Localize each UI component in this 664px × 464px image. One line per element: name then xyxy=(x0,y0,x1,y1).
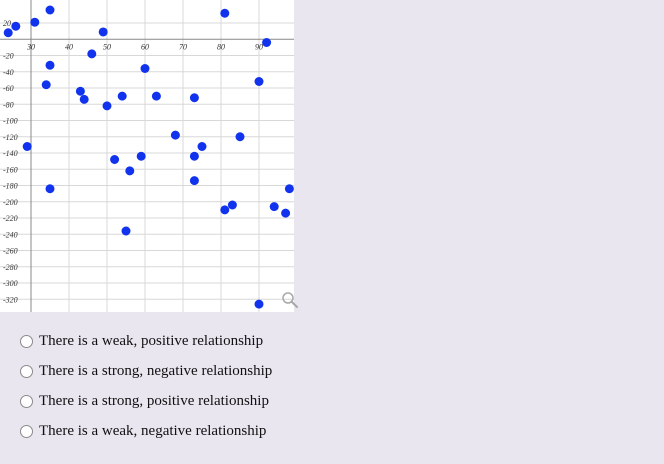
data-point xyxy=(79,94,89,104)
data-point xyxy=(189,93,199,103)
x-tick-labels: 30 40 50 60 70 80 90 xyxy=(26,42,263,51)
data-point xyxy=(30,17,40,27)
data-point xyxy=(45,184,55,194)
data-point xyxy=(11,21,21,31)
data-point xyxy=(87,49,97,59)
data-point xyxy=(75,86,85,96)
y-tick-label: -220 xyxy=(3,214,18,223)
y-tick-label: -200 xyxy=(3,198,18,207)
y-tick-label: -60 xyxy=(3,84,14,93)
data-point xyxy=(189,151,199,161)
data-point xyxy=(22,142,32,151)
y-tick-label: 20 xyxy=(3,19,11,28)
y-tick-label: -120 xyxy=(3,133,18,142)
x-tick-label: 80 xyxy=(217,42,225,51)
data-point xyxy=(189,176,199,186)
y-tick-labels: 20 -20 -40 -60 -80 -100 -120 -140 -160 -180 -200 -2… xyxy=(3,19,18,304)
y-tick-label: -260 xyxy=(3,247,18,256)
radio-button[interactable] xyxy=(20,334,33,348)
option-strong-negative[interactable]: There is a strong, negative relationship xyxy=(20,356,272,386)
y-tick-label: -300 xyxy=(3,279,18,288)
x-tick-label: 60 xyxy=(141,42,149,51)
data-point xyxy=(197,142,207,151)
data-point xyxy=(41,80,51,90)
data-point xyxy=(262,38,272,47)
zoom-icon[interactable] xyxy=(281,291,299,314)
option-label: There is a weak, positive relationship xyxy=(39,332,264,349)
data-point xyxy=(227,200,237,210)
y-tick-label: -40 xyxy=(3,68,14,77)
data-points xyxy=(3,5,294,309)
option-strong-positive[interactable]: There is a strong, positive relationship xyxy=(20,386,272,416)
option-label: There is a weak, negative relationship xyxy=(39,422,267,439)
radio-button[interactable] xyxy=(20,424,33,438)
data-point xyxy=(98,27,108,37)
data-point xyxy=(121,226,131,236)
data-point xyxy=(254,77,264,86)
y-tick-label: -180 xyxy=(3,182,18,191)
radio-button[interactable] xyxy=(20,394,33,408)
y-tick-label: -20 xyxy=(3,52,14,61)
option-weak-negative[interactable]: There is a weak, negative relationship xyxy=(20,416,272,446)
y-tick-label: -240 xyxy=(3,230,18,239)
x-tick-label: 30 xyxy=(26,42,35,51)
x-tick-label: 70 xyxy=(179,42,187,51)
data-point xyxy=(45,60,55,70)
y-tick-label: -320 xyxy=(3,295,18,304)
data-point xyxy=(235,132,245,142)
y-tick-label: -280 xyxy=(3,263,18,272)
data-point xyxy=(220,8,230,18)
data-point xyxy=(117,91,127,101)
data-point xyxy=(140,64,150,73)
data-point xyxy=(281,208,291,218)
option-label: There is a strong, negative relationship xyxy=(39,362,273,379)
x-tick-label: 40 xyxy=(65,42,73,51)
x-tick-label: 50 xyxy=(103,42,111,51)
data-point xyxy=(220,205,230,215)
data-point xyxy=(125,166,135,176)
data-point xyxy=(254,299,264,309)
data-point xyxy=(136,151,146,161)
data-point xyxy=(151,91,161,101)
option-label: There is a strong, positive relationship xyxy=(39,392,269,409)
radio-button[interactable] xyxy=(20,364,33,378)
y-tick-label: -100 xyxy=(3,117,18,126)
y-tick-label: -140 xyxy=(3,149,18,158)
data-point xyxy=(269,202,279,212)
x-tick-label: 90 xyxy=(255,42,263,51)
data-point xyxy=(170,130,180,140)
plot-background xyxy=(0,0,294,312)
scatter-plot: 20 -20 -40 -60 -80 -100 -120 -140 -160 -180 -200 -2… xyxy=(0,0,294,312)
y-tick-label: -160 xyxy=(3,165,18,174)
data-point xyxy=(102,101,112,111)
y-tick-label: -80 xyxy=(3,100,14,109)
option-weak-positive[interactable]: There is a weak, positive relationship xyxy=(20,326,272,356)
answer-options: There is a weak, positive relationship T… xyxy=(20,326,272,446)
data-point xyxy=(284,184,294,194)
data-point xyxy=(110,155,120,164)
data-point xyxy=(45,5,55,15)
data-point xyxy=(3,28,13,38)
